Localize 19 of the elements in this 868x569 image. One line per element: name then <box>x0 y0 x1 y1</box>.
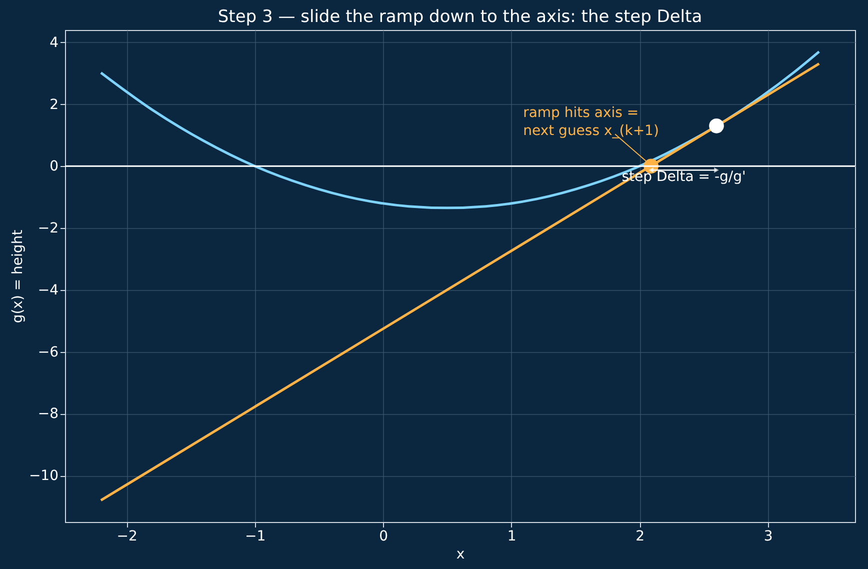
x-tick-label: 0 <box>379 528 388 544</box>
y-tick-label: −2 <box>38 220 58 237</box>
chart-title: Step 3 — slide the ramp down to the axis: the step Delta <box>218 7 702 27</box>
y-tick-label: 4 <box>50 34 59 51</box>
y-tick-label: 2 <box>50 96 58 113</box>
line-series <box>100 50 820 210</box>
y-tick-label: 0 <box>50 158 58 175</box>
y-tick-label: −4 <box>38 282 59 298</box>
x-tick-label: 3 <box>764 528 773 544</box>
y-axis-title: g(x) = height <box>10 229 26 324</box>
x-tick-label: 2 <box>636 528 645 544</box>
y-tick-label: −10 <box>28 468 58 484</box>
annotation: ramp hits axis = next guess x_(k+1) <box>523 105 659 140</box>
x-tick-label: 1 <box>507 528 516 544</box>
x-tick-label: −2 <box>116 528 138 544</box>
y-tick-label: −6 <box>38 344 59 360</box>
x-tick-label: −1 <box>244 528 266 544</box>
y-tick-label: −8 <box>38 406 58 422</box>
x-axis-title: x <box>456 546 465 562</box>
